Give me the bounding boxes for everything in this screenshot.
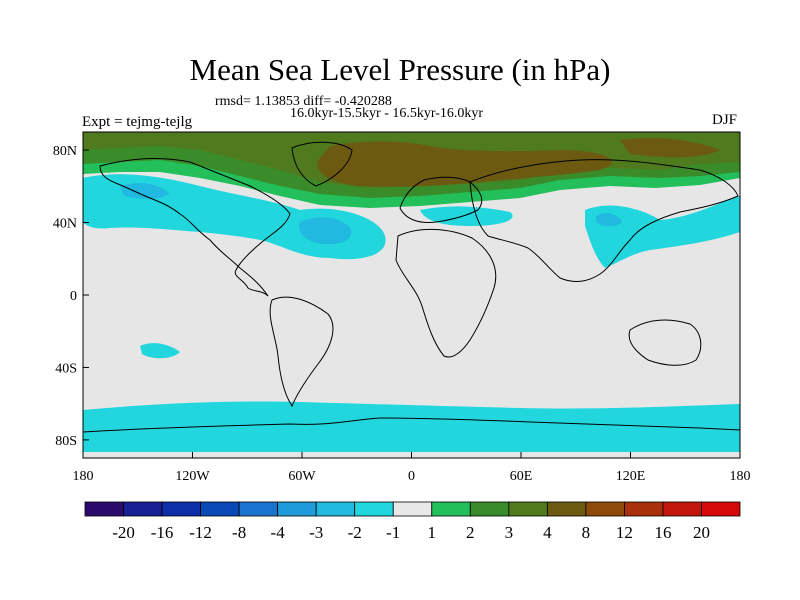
lon-tick-label: 0 [408, 469, 415, 484]
colorbar-label: 1 [428, 523, 437, 542]
colorbar-swatch [546, 501, 587, 517]
coast-australia [628, 319, 702, 366]
lat-tick-label: 40N [53, 217, 77, 232]
colorbar-swatch [315, 501, 356, 517]
experiment-label: Expt = tejmg-tejlg [82, 114, 193, 130]
colorbar-swatch [277, 501, 317, 517]
lon-axis: 180 120W 60W 0 60E 120E 180 [73, 452, 751, 484]
negative-na-core [299, 217, 352, 245]
coast-greenland [291, 141, 353, 187]
negative-pacific-core [596, 213, 622, 227]
colorbar-swatch [431, 501, 471, 517]
coast-south-america [269, 296, 334, 408]
colorbar-label: -16 [151, 523, 174, 542]
colorbar-label: -12 [189, 523, 212, 542]
coast-europe [399, 176, 483, 223]
colorbar-label: 12 [616, 523, 633, 542]
map-title: Mean Sea Level Pressure (in hPa) [189, 52, 611, 87]
colorbar-label: -4 [271, 523, 286, 542]
colorbar-swatch [84, 501, 124, 517]
colorbar-label: -8 [232, 523, 246, 542]
lon-tick-label: 60W [288, 469, 316, 484]
colorbar-label: -1 [386, 523, 400, 542]
colorbar-label: 4 [543, 523, 552, 542]
positive-core-north [317, 141, 613, 187]
coast-north-america [99, 158, 291, 297]
colorbar-swatch [123, 501, 163, 517]
colorbar-swatch [469, 501, 510, 517]
lat-tick-label: 80N [53, 144, 77, 159]
colorbar-swatch [508, 501, 548, 517]
lat-tick-label: 40S [55, 361, 77, 376]
colorbar-label: -20 [112, 523, 135, 542]
map-field [83, 132, 740, 458]
negative-pacific-west [585, 196, 740, 268]
lat-tick-label: 0 [70, 289, 77, 304]
colorbar-swatch [585, 501, 625, 517]
colorbar-swatch [701, 501, 741, 517]
colorbar-label: -3 [309, 523, 323, 542]
lon-tick-label: 60E [510, 469, 533, 484]
colorbar-label: 16 [654, 523, 671, 542]
colorbar: -20 -16 -12 -8 -4 -3 -2 -1 1 2 3 4 8 12 16 20 [84, 501, 741, 542]
season-label: DJF [712, 112, 738, 128]
negative-band-south [83, 401, 740, 458]
positive-core-north-2 [620, 138, 720, 158]
period-text: 16.0kyr-15.5kyr - 16.5kyr-16.0kyr [290, 106, 484, 121]
negative-na-core-2 [120, 183, 170, 199]
negative-south-pacific [140, 343, 180, 359]
colorbar-swatch [354, 501, 394, 517]
colorbar-swatch [624, 501, 664, 517]
colorbar-swatch [161, 501, 201, 517]
coast-antarctica [83, 417, 740, 433]
lon-tick-label: 120E [616, 469, 646, 484]
colorbar-swatch [200, 501, 240, 517]
colorbar-label: -2 [348, 523, 362, 542]
colorbar-swatch [238, 501, 279, 517]
coastlines [83, 141, 740, 433]
lon-tick-label: 180 [730, 469, 751, 484]
stats-text: rmsd= 1.13853 diff= -0.420288 [215, 94, 392, 109]
colorbar-label: 8 [582, 523, 591, 542]
colorbar-label: 20 [693, 523, 710, 542]
lat-axis: 80N 40N 0 40S 80S [53, 144, 89, 449]
lon-tick-label: 120W [175, 469, 210, 484]
lon-tick-label: 180 [73, 469, 94, 484]
colorbar-swatch [662, 501, 702, 517]
colorbar-swatch [392, 501, 433, 517]
colorbar-label: 2 [466, 523, 475, 542]
lat-tick-label: 80S [55, 434, 77, 449]
coast-asia [469, 159, 739, 282]
coast-africa [395, 228, 497, 358]
colorbar-label: 3 [505, 523, 514, 542]
